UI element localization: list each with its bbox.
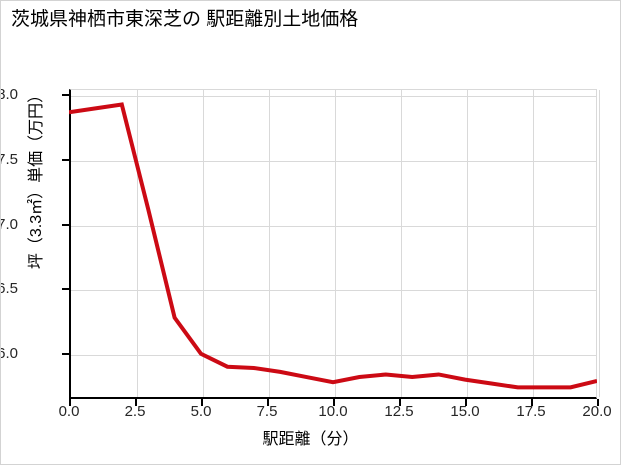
chart-title: 茨城県神栖市東深芝の 駅距離別土地価格 bbox=[11, 9, 359, 30]
y-gridline bbox=[71, 225, 596, 227]
x-gridline bbox=[401, 90, 402, 397]
x-tick-label: 10.0 bbox=[318, 403, 348, 420]
y-tick-label: 8.0 bbox=[1, 86, 18, 104]
x-tick-mark bbox=[135, 399, 137, 406]
x-gridline bbox=[137, 90, 138, 397]
x-tick-label: 15.0 bbox=[450, 403, 480, 420]
data-line bbox=[69, 102, 597, 390]
x-tick-mark bbox=[267, 399, 269, 406]
x-tick-mark bbox=[333, 399, 335, 406]
x-tick-label: 17.5 bbox=[516, 403, 546, 420]
x-gridline bbox=[467, 90, 468, 397]
x-tick-label: 7.5 bbox=[256, 403, 278, 420]
x-gridline bbox=[599, 90, 600, 397]
y-axis-label: 坪（3.3㎡）単価（万円） bbox=[28, 86, 45, 270]
x-tick-label: 20.0 bbox=[582, 403, 612, 420]
y-tick-mark bbox=[62, 352, 69, 355]
y-tick-label: 7.5 bbox=[1, 151, 18, 169]
x-tick-mark bbox=[201, 399, 203, 406]
x-tick-label: 12.5 bbox=[384, 403, 414, 420]
x-gridline bbox=[533, 90, 534, 397]
x-tick-label: 2.5 bbox=[124, 403, 146, 420]
x-tick-mark bbox=[69, 399, 71, 406]
y-gridline bbox=[71, 96, 596, 98]
y-tick-label: 6.0 bbox=[1, 344, 18, 362]
x-tick-mark bbox=[597, 399, 599, 406]
line-series-layer bbox=[69, 102, 597, 390]
y-tick-mark bbox=[62, 159, 69, 162]
y-gridline bbox=[71, 290, 596, 292]
x-gridline bbox=[269, 90, 270, 397]
x-tick-mark bbox=[465, 399, 467, 406]
x-tick-label: 0.0 bbox=[58, 403, 80, 420]
y-tick-mark bbox=[62, 94, 69, 97]
x-gridline bbox=[203, 90, 204, 397]
y-gridline bbox=[71, 354, 596, 356]
y-gridline bbox=[71, 161, 596, 163]
y-tick-mark bbox=[62, 288, 69, 291]
x-tick-mark bbox=[531, 399, 533, 406]
x-tick-label: 5.0 bbox=[190, 403, 212, 420]
y-tick-label: 7.0 bbox=[1, 215, 18, 233]
x-gridline bbox=[335, 90, 336, 397]
y-tick-mark bbox=[62, 223, 69, 226]
x-tick-mark bbox=[399, 399, 401, 406]
y-tick-label: 6.5 bbox=[1, 280, 18, 298]
x-axis-label: 駅距離（分） bbox=[262, 431, 359, 448]
